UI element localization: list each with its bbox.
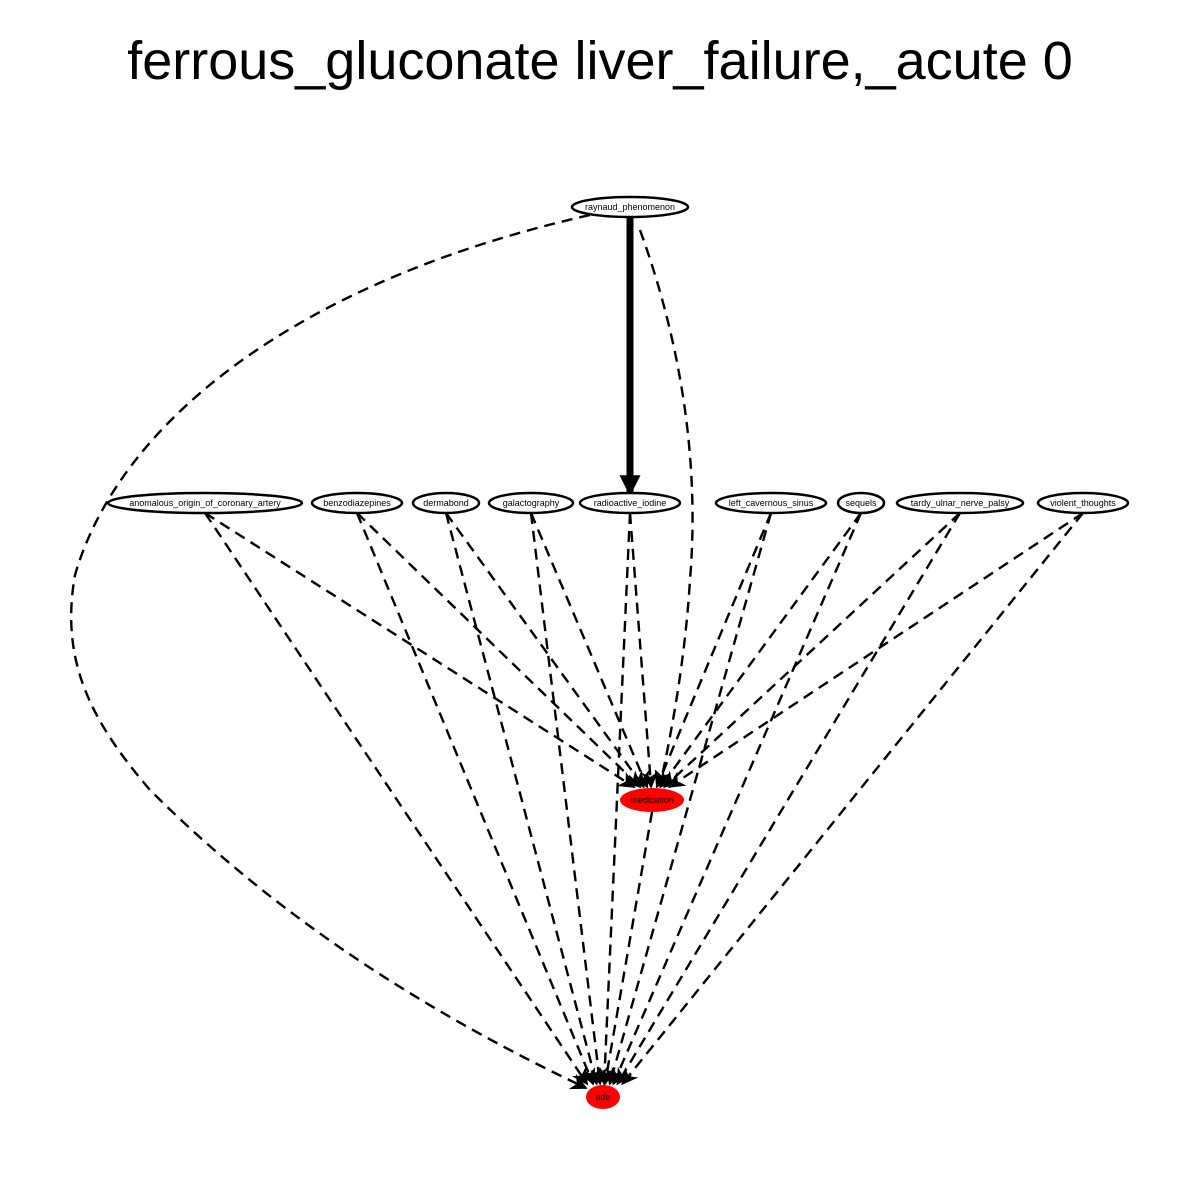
node-shape-ade bbox=[586, 1085, 620, 1109]
node-sequels: sequels bbox=[836, 491, 886, 515]
edge-benzodiazepines-to-ade bbox=[355, 512, 596, 1086]
edge-sequels-to-ade bbox=[611, 512, 863, 1086]
node-label-violent_thoughts: violent_thoughts bbox=[1050, 498, 1116, 508]
node-label-dermabond: dermabond bbox=[423, 498, 469, 508]
node-raynaud_phenomenon: raynaud_phenomenon bbox=[570, 195, 690, 219]
node-shape-dermabond bbox=[411, 491, 481, 515]
node-label-left_cavernous_sinus: left_cavernous_sinus bbox=[729, 498, 814, 508]
node-label-raynaud_phenomenon: raynaud_phenomenon bbox=[585, 202, 675, 212]
edge-dermabond-to-ade bbox=[444, 512, 601, 1086]
node-left_cavernous_sinus: left_cavernous_sinus bbox=[714, 491, 828, 515]
node-label-radioactive_iodine: radioactive_iodine bbox=[594, 498, 667, 508]
node-radioactive_iodine: radioactive_iodine bbox=[578, 491, 682, 515]
edge-left_cavernous_sinus-to-ade bbox=[605, 512, 773, 1086]
edge-dermabond-to-medication bbox=[445, 512, 645, 789]
node-ade: ade bbox=[586, 1085, 620, 1109]
edge-radioactive_iodine-to-ade bbox=[596, 512, 632, 1086]
node-shape-medication bbox=[620, 788, 684, 812]
edge-galactography-to-medication bbox=[529, 512, 649, 789]
edge-tardy_ulnar_nerve_palsy-to-medication bbox=[663, 512, 961, 789]
diagram-title: ferrous_gluconate liver_failure,_acute 0 bbox=[127, 31, 1073, 91]
node-violent_thoughts: violent_thoughts bbox=[1036, 491, 1130, 515]
node-label-sequels: sequels bbox=[845, 498, 877, 508]
node-label-medication: medication bbox=[630, 795, 674, 805]
node-shape-radioactive_iodine bbox=[578, 491, 682, 515]
edge-violent_thoughts-to-ade bbox=[621, 512, 1084, 1086]
node-shape-left_cavernous_sinus bbox=[714, 491, 828, 515]
edges-layer bbox=[70, 213, 1084, 1090]
node-label-galactography: galactography bbox=[503, 498, 560, 508]
edge-left_cavernous_sinus-to-medication bbox=[654, 512, 773, 789]
edge-medication-to-ade bbox=[599, 811, 654, 1086]
edge-raynaud_phenomenon-to-ade bbox=[70, 213, 591, 1090]
edge-violent_thoughts-to-medication bbox=[667, 511, 1084, 789]
node-shape-raynaud_phenomenon bbox=[570, 195, 690, 219]
nodes-layer: raynaud_phenomenon anomalous_origin_of_co… bbox=[106, 195, 1130, 1109]
node-shape-violent_thoughts bbox=[1036, 491, 1130, 515]
node-medication: medication bbox=[620, 788, 684, 812]
node-shape-benzodiazepines bbox=[310, 491, 404, 515]
node-anomalous_origin_of_coronary_artery: anomalous_origin_of_coronary_artery bbox=[106, 491, 304, 515]
node-label-anomalous_origin_of_coronary_artery: anomalous_origin_of_coronary_artery bbox=[129, 498, 281, 508]
node-tardy_ulnar_nerve_palsy: tardy_ulnar_nerve_palsy bbox=[895, 491, 1025, 515]
node-dermabond: dermabond bbox=[411, 491, 481, 515]
edge-anomalous_origin_of_coronary_artery-to-ade bbox=[204, 512, 589, 1086]
node-shape-galactography bbox=[487, 491, 575, 515]
edge-raynaud_phenomenon-to-medication bbox=[638, 229, 694, 788]
node-label-ade: ade bbox=[595, 1092, 610, 1102]
edge-galactography-to-ade bbox=[529, 512, 607, 1086]
node-shape-tardy_ulnar_nerve_palsy bbox=[895, 491, 1025, 515]
edge-anomalous_origin_of_coronary_artery-to-medication bbox=[204, 511, 636, 789]
edge-sequels-to-medication bbox=[659, 512, 862, 789]
node-shape-anomalous_origin_of_coronary_artery bbox=[106, 491, 304, 515]
node-benzodiazepines: benzodiazepines bbox=[310, 491, 404, 515]
node-label-benzodiazepines: benzodiazepines bbox=[323, 498, 391, 508]
node-label-tardy_ulnar_nerve_palsy: tardy_ulnar_nerve_palsy bbox=[911, 498, 1010, 508]
edge-benzodiazepines-to-medication bbox=[356, 512, 642, 789]
node-galactography: galactography bbox=[487, 491, 575, 515]
edge-tardy_ulnar_nerve_palsy-to-ade bbox=[616, 512, 962, 1086]
node-shape-sequels bbox=[836, 491, 886, 515]
edge-radioactive_iodine-to-medication bbox=[628, 512, 659, 789]
